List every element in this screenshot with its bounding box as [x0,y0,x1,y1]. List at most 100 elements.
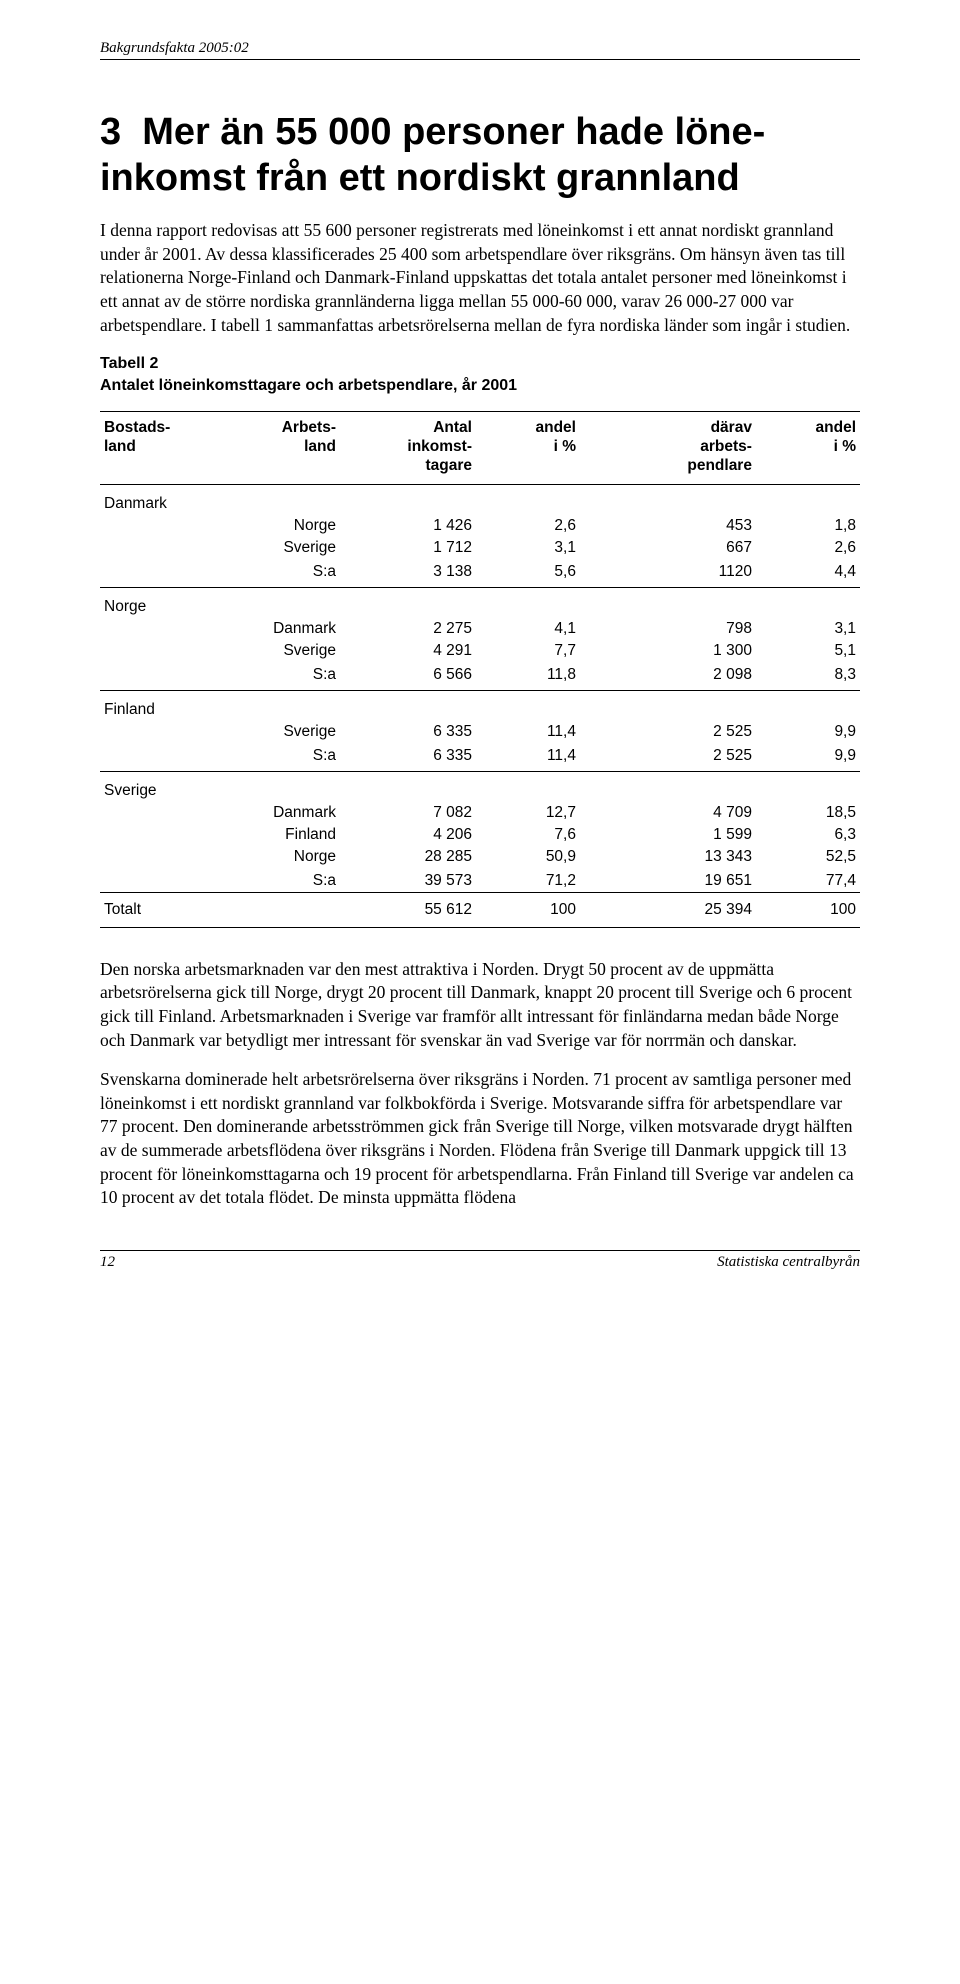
cell-darav: 1 300 [580,640,756,662]
cell-andel1: 12,7 [476,802,580,824]
publisher: Statistiska centralbyrån [717,1254,860,1271]
cell-sum-andel2: 77,4 [756,868,860,893]
cell-sum-antal: 6 335 [340,743,476,772]
cell-arbets: Norge [220,846,340,868]
cell-bostad [100,537,220,559]
cell-arbets: Finland [220,824,340,846]
table-sum-row: S:a3 1385,611204,4 [100,559,860,588]
group-name: Finland [100,690,860,721]
cell-antal: 6 335 [340,721,476,743]
cell-andel1: 7,6 [476,824,580,846]
cell-andel1: 7,7 [476,640,580,662]
paragraph-1: I denna rapport redovisas att 55 600 per… [100,219,860,337]
cell-andel1: 3,1 [476,537,580,559]
table-row: Finland4 2067,61 5996,3 [100,824,860,846]
cell-arbets: Sverige [220,537,340,559]
table-row: Danmark7 08212,74 70918,5 [100,802,860,824]
cell-darav: 1 599 [580,824,756,846]
cell-antal: 1 426 [340,515,476,537]
title-line-2: inkomst från ett nordiskt grannland [100,157,740,199]
cell-sum-andel2: 8,3 [756,662,860,691]
cell-sum-andel1: 71,2 [476,868,580,893]
table-group-head: Finland [100,690,860,721]
table-row: Sverige6 33511,42 5259,9 [100,721,860,743]
group-name: Sverige [100,771,860,802]
cell-bostad [100,640,220,662]
cell-sum-darav: 2 098 [580,662,756,691]
table-row: Sverige1 7123,16672,6 [100,537,860,559]
cell-darav: 453 [580,515,756,537]
cell-andel2: 52,5 [756,846,860,868]
cell-arbets: Norge [220,515,340,537]
cell-sum-andel1: 5,6 [476,559,580,588]
cell-arbets: Sverige [220,640,340,662]
table-total-row: Totalt55 61210025 394100 [100,892,860,927]
data-table: Bostads- land Arbets- land Antal inkomst… [100,411,860,928]
cell-andel2: 2,6 [756,537,860,559]
cell-arbets: Danmark [220,802,340,824]
cell-total-andel1: 100 [476,892,580,927]
cell-andel1: 2,6 [476,515,580,537]
cell-sum-label: S:a [220,559,340,588]
cell-arbets: Sverige [220,721,340,743]
th-antal: Antal inkomst- tagare [340,411,476,484]
group-name: Norge [100,587,860,618]
cell-andel2: 18,5 [756,802,860,824]
cell-sum-andel2: 4,4 [756,559,860,588]
table-row: Danmark2 2754,17983,1 [100,618,860,640]
cell-sum-antal: 6 566 [340,662,476,691]
table-sum-row: S:a6 33511,42 5259,9 [100,743,860,772]
cell-andel2: 6,3 [756,824,860,846]
cell-darav: 798 [580,618,756,640]
cell-antal: 2 275 [340,618,476,640]
cell-sum-andel2: 9,9 [756,743,860,772]
cell-antal: 7 082 [340,802,476,824]
th-bostadsland: Bostads- land [100,411,220,484]
paragraph-3: Svenskarna dominerade helt arbetsrörelse… [100,1068,860,1210]
table-group-head: Sverige [100,771,860,802]
cell-bostad [100,846,220,868]
title-line-1: Mer än 55 000 personer hade löne- [142,111,765,153]
cell-bostad [100,721,220,743]
series-label: Bakgrundsfakta 2005:02 [100,40,249,56]
group-name: Danmark [100,484,860,515]
cell-bostad [100,618,220,640]
cell-sum-antal: 3 138 [340,559,476,588]
table-sum-row: S:a6 56611,82 0988,3 [100,662,860,691]
cell-andel2: 5,1 [756,640,860,662]
cell-sum-darav: 2 525 [580,743,756,772]
caption-line-1: Tabell 2 [100,355,158,372]
cell-bostad [100,802,220,824]
cell-andel2: 1,8 [756,515,860,537]
cell-sum-darav: 1120 [580,559,756,588]
cell-total-label: Totalt [100,892,220,927]
cell-darav: 4 709 [580,802,756,824]
cell-sum-antal: 39 573 [340,868,476,893]
cell-total-andel2: 100 [756,892,860,927]
cell-total-darav: 25 394 [580,892,756,927]
page-footer: 12 Statistiska centralbyrån [100,1250,860,1271]
table-group-head: Danmark [100,484,860,515]
table-row: Norge28 28550,913 34352,5 [100,846,860,868]
table-sum-row: S:a39 57371,219 65177,4 [100,868,860,893]
table-row: Sverige4 2917,71 3005,1 [100,640,860,662]
table-group-head: Norge [100,587,860,618]
cell-sum-andel1: 11,8 [476,662,580,691]
paragraph-2: Den norska arbetsmarknaden var den mest … [100,958,860,1053]
cell-andel1: 11,4 [476,721,580,743]
page-number: 12 [100,1254,115,1271]
page-header: Bakgrundsfakta 2005:02 [100,40,860,60]
th-darav: därav arbets- pendlare [580,411,756,484]
cell-sum-label: S:a [220,662,340,691]
caption-line-2: Antalet löneinkomsttagare och arbetspend… [100,377,517,394]
cell-darav: 2 525 [580,721,756,743]
cell-andel1: 50,9 [476,846,580,868]
cell-sum-label: S:a [220,743,340,772]
cell-darav: 667 [580,537,756,559]
cell-antal: 28 285 [340,846,476,868]
cell-total-antal: 55 612 [340,892,476,927]
cell-sum-label: S:a [220,868,340,893]
cell-antal: 4 206 [340,824,476,846]
cell-sum-andel1: 11,4 [476,743,580,772]
cell-antal: 1 712 [340,537,476,559]
